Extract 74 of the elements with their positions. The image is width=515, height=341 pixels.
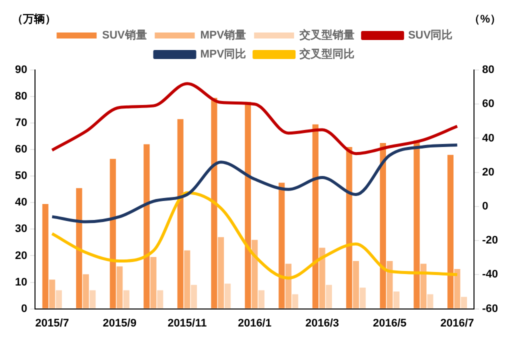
- bar: [90, 290, 96, 308]
- bar: [460, 296, 468, 308]
- y2-tick-label: 60: [482, 98, 494, 110]
- y2-tick-label: 0: [482, 200, 488, 212]
- bar: [360, 288, 366, 308]
- bar: [427, 294, 434, 308]
- bar: [292, 294, 298, 308]
- legend-label: MPV同比: [200, 48, 246, 61]
- bar: [393, 292, 400, 308]
- bar: [144, 144, 150, 308]
- line-series: [50, 82, 459, 156]
- bar: [49, 280, 56, 308]
- legend-label: SUV同比: [408, 28, 453, 42]
- bar: [218, 237, 224, 308]
- y-tick-label: 40: [14, 196, 28, 209]
- bar: [177, 119, 184, 308]
- bar: [184, 250, 190, 308]
- y-tick-label: 0: [21, 302, 28, 315]
- bar: [82, 274, 89, 308]
- bar: [414, 140, 420, 308]
- y2-axis-title: （%）: [469, 14, 501, 26]
- y2-tick-label: -20: [482, 234, 498, 247]
- bar: [56, 290, 62, 308]
- bar: [123, 290, 130, 308]
- bar: [190, 284, 197, 308]
- bar: [319, 248, 326, 308]
- y2-tick-label: 40: [482, 132, 494, 144]
- line-series: [50, 191, 459, 280]
- legend-label: 交叉型同比: [298, 48, 355, 61]
- x-tick-label: 2016/7: [440, 317, 474, 330]
- x-tick-label: 2016/5: [372, 317, 407, 330]
- legend-label: SUV销量: [102, 30, 147, 42]
- bar: [285, 264, 292, 308]
- y-tick-label: 20: [14, 250, 28, 262]
- bar: [352, 261, 359, 308]
- y-tick-label: 60: [14, 144, 28, 156]
- y2-tick-label: -60: [482, 302, 498, 315]
- bar: [258, 290, 264, 308]
- y2-tick-label: 80: [482, 64, 494, 76]
- x-tick-label: 2015/11: [168, 317, 207, 330]
- bar: [312, 124, 318, 308]
- y2-tick-label: 20: [482, 166, 494, 178]
- y-tick-label: 30: [14, 223, 28, 236]
- bar: [346, 146, 352, 308]
- x-tick-label: 2015/7: [35, 317, 69, 330]
- y-tick-label: 50: [14, 170, 28, 182]
- bar: [380, 142, 386, 308]
- y-tick-label: 80: [14, 90, 28, 103]
- y-tick-label: 90: [14, 64, 28, 76]
- y-tick-label: 10: [14, 276, 28, 288]
- bar: [420, 264, 426, 308]
- bar: [110, 158, 116, 308]
- y-axis-title: （万辆）: [12, 12, 56, 26]
- bar: [157, 290, 164, 308]
- bar: [211, 98, 218, 308]
- bar: [116, 266, 123, 308]
- bar: [278, 182, 285, 308]
- bar: [326, 284, 332, 308]
- x-tick-label: 2016/1: [238, 317, 272, 330]
- bar: [386, 261, 393, 308]
- bar: [454, 269, 460, 308]
- y2-tick-label: -40: [482, 268, 498, 281]
- bar: [150, 257, 156, 308]
- y-tick-label: 70: [14, 117, 28, 130]
- line-series: [50, 144, 459, 224]
- bar: [252, 240, 258, 308]
- legend-label: 交叉型销量: [298, 28, 355, 42]
- bar: [42, 204, 48, 308]
- x-tick-label: 2016/3: [305, 317, 340, 330]
- bar: [224, 284, 231, 308]
- bar: [447, 154, 454, 308]
- legend-label: MPV销量: [200, 30, 246, 42]
- bar: [76, 188, 82, 308]
- x-tick-label: 2015/9: [102, 317, 136, 330]
